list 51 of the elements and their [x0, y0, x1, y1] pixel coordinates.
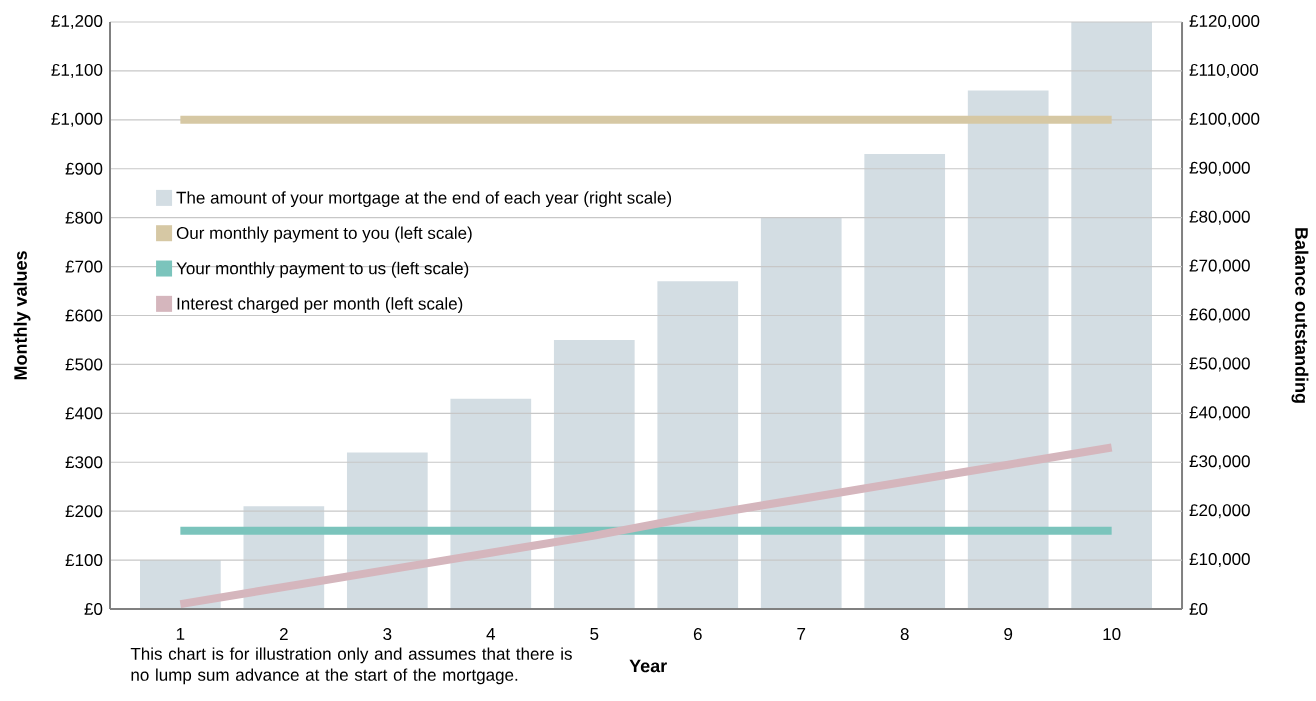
y-tick-label: £200 — [65, 505, 103, 518]
y2-tick-label: £40,000 — [1189, 406, 1250, 421]
x-tick-label: 8 — [900, 628, 909, 641]
x-tick-label: 6 — [693, 628, 702, 641]
x-tick-label: 9 — [1004, 628, 1013, 641]
x-tick-label: 5 — [590, 628, 599, 640]
y2-tick-label: £0 — [1189, 602, 1208, 616]
bar — [1071, 21, 1153, 609]
y-tick-label: £400 — [65, 407, 103, 420]
bar — [864, 154, 946, 609]
legend-label: The amount of your mortgage at the end of each year (right scale) — [176, 191, 672, 208]
legend-label: Interest charged per month (left scale) — [177, 297, 463, 314]
x-tick-label: 3 — [383, 628, 392, 641]
x-tick-label: 2 — [279, 628, 288, 640]
y-tick-label: £800 — [65, 211, 103, 224]
y-tick-label: £0 — [84, 602, 103, 616]
bar — [657, 281, 739, 609]
y-tick-label: £900 — [65, 162, 103, 175]
x-tick-label: 1 — [176, 628, 185, 640]
x-axis-title: Year — [629, 659, 667, 673]
bar — [760, 217, 842, 609]
y-tick-label: £1,200 — [51, 14, 103, 29]
y2-tick-label: £30,000 — [1189, 455, 1250, 470]
legend-label: Our monthly payment to you (left scale) — [176, 226, 472, 243]
y2-tick-label: £100,000 — [1189, 112, 1260, 127]
y-axis-title: Monthly values — [13, 251, 31, 380]
bar — [967, 90, 1049, 609]
y2-axis-title: Balance outstanding — [1291, 228, 1309, 403]
y-tick-label: £700 — [65, 260, 103, 273]
y2-tick-label: £70,000 — [1189, 259, 1250, 274]
y2-tick-label: £90,000 — [1189, 161, 1250, 176]
text: This chart is for illustration only and assumes that there is no lump sum advance at the start of the mortgage. — [130, 647, 572, 685]
y-tick-label: £300 — [65, 456, 103, 469]
y-tick-label: £500 — [65, 358, 103, 371]
y-tick-label: £1,000 — [51, 112, 103, 127]
y2-tick-label: £60,000 — [1189, 308, 1250, 323]
bar — [450, 398, 532, 609]
x-tick-label: 7 — [797, 628, 806, 640]
x-tick-label: 4 — [486, 628, 496, 640]
legend-label: Your monthly payment to us (left scale) — [176, 261, 469, 278]
y2-tick-label: £120,000 — [1189, 14, 1260, 29]
y2-tick-label: £80,000 — [1189, 210, 1250, 225]
y2-tick-label: £110,000 — [1189, 63, 1259, 78]
y2-tick-label: £50,000 — [1189, 357, 1250, 372]
x-tick-label: 10 — [1103, 628, 1121, 641]
bar — [553, 339, 635, 609]
y2-tick-label: £20,000 — [1189, 504, 1250, 519]
y-tick-label: £1,100 — [51, 63, 103, 78]
y-tick-label: £100 — [65, 554, 103, 567]
y2-tick-label: £10,000 — [1189, 553, 1250, 568]
y-tick-label: £600 — [65, 309, 103, 322]
